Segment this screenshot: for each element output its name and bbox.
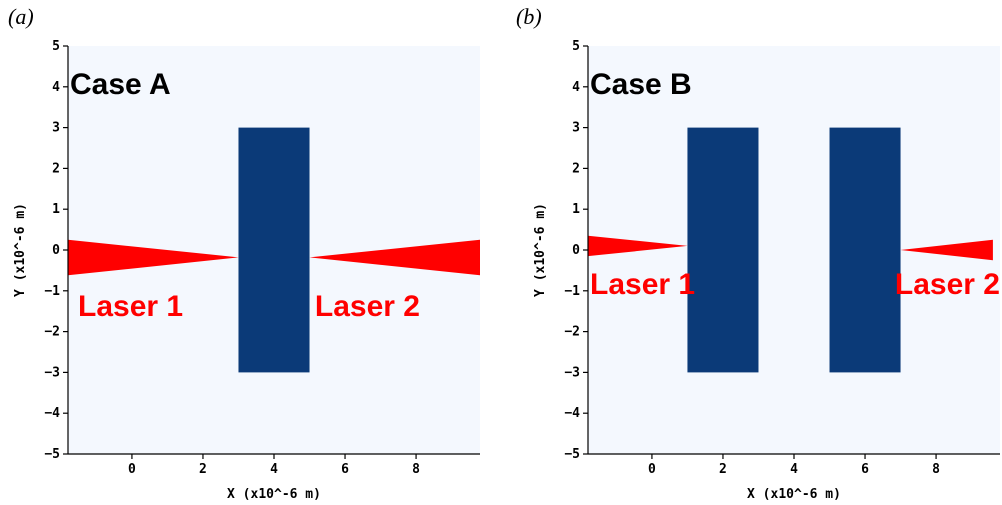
- laser-label-a-2: Laser 2: [315, 290, 420, 323]
- panel-b-letter: (b): [516, 4, 542, 29]
- x-tick-label: 6: [341, 462, 349, 477]
- laser-beam-a-1: [68, 239, 239, 276]
- laser-beam-b-1: [588, 235, 688, 257]
- y-tick-label: −4: [564, 406, 580, 421]
- x-tick-label: 4: [790, 462, 798, 477]
- y-tick-label: −1: [44, 284, 60, 299]
- y-tick-label: 3: [52, 121, 60, 136]
- x-tick-label: 8: [412, 462, 420, 477]
- y-tick-label: −4: [44, 406, 60, 421]
- laser-label-b-2: Laser 2: [895, 268, 1000, 301]
- panel-a-diagram: −5 −4 −3 −2 −1 0 1 2 3 4 5 0 2 4 6 8 X (x10^-6 m) Y (x10^…: [13, 39, 480, 502]
- y-tick-label: −2: [564, 325, 580, 340]
- y-tick-label: 4: [572, 80, 580, 95]
- y-tick-label: 4: [52, 80, 60, 95]
- x-tick-label: 6: [861, 462, 869, 477]
- laser-beam-b-2: [900, 239, 993, 261]
- y-axis-label-b: Y (x10^-6 m): [533, 203, 548, 297]
- y-tick-label: 2: [572, 161, 580, 176]
- laser-label-a-1: Laser 1: [78, 290, 183, 323]
- target-block-b-1: [687, 127, 759, 373]
- x-tick-label: 8: [932, 462, 940, 477]
- x-tick-label: 2: [719, 462, 727, 477]
- y-axis-label-a: Y (x10^-6 m): [13, 203, 28, 297]
- x-tick-label: 2: [199, 462, 207, 477]
- y-tick-label: 5: [52, 39, 60, 54]
- y-tick-label: 1: [572, 202, 580, 217]
- case-label-a: Case A: [70, 68, 171, 101]
- y-tick-label: −2: [44, 325, 60, 340]
- target-block-b-2: [829, 127, 901, 373]
- y-tick-label: −3: [44, 365, 60, 380]
- case-label-b: Case B: [590, 68, 692, 101]
- y-tick-label: −5: [44, 447, 60, 462]
- x-axis-label-a: X (x10^-6 m): [227, 487, 321, 502]
- y-tick-label: −5: [564, 447, 580, 462]
- y-tick-label: 0: [52, 243, 60, 258]
- y-tick-label: 1: [52, 202, 60, 217]
- y-tick-label: 0: [572, 243, 580, 258]
- y-tick-label: −1: [564, 284, 580, 299]
- x-axis-label-b: X (x10^-6 m): [747, 487, 841, 502]
- panel-a-letter: (a): [8, 4, 34, 29]
- x-tick-label: 0: [648, 462, 656, 477]
- x-tick-label: 0: [128, 462, 136, 477]
- y-tick-label: 2: [52, 161, 60, 176]
- y-tick-label: 3: [572, 121, 580, 136]
- target-block-a-1: [238, 127, 310, 373]
- y-tick-label: 5: [572, 39, 580, 54]
- y-tick-label: −3: [564, 365, 580, 380]
- x-tick-label: 4: [270, 462, 278, 477]
- laser-label-b-1: Laser 1: [590, 268, 695, 301]
- panel-b-diagram: −5 −4 −3 −2 −1 0 1 2 3 4 5 0 2 4 6 8 X (x10^-6 m) Y (x10^…: [533, 39, 1000, 502]
- laser-beam-a-2: [309, 239, 480, 276]
